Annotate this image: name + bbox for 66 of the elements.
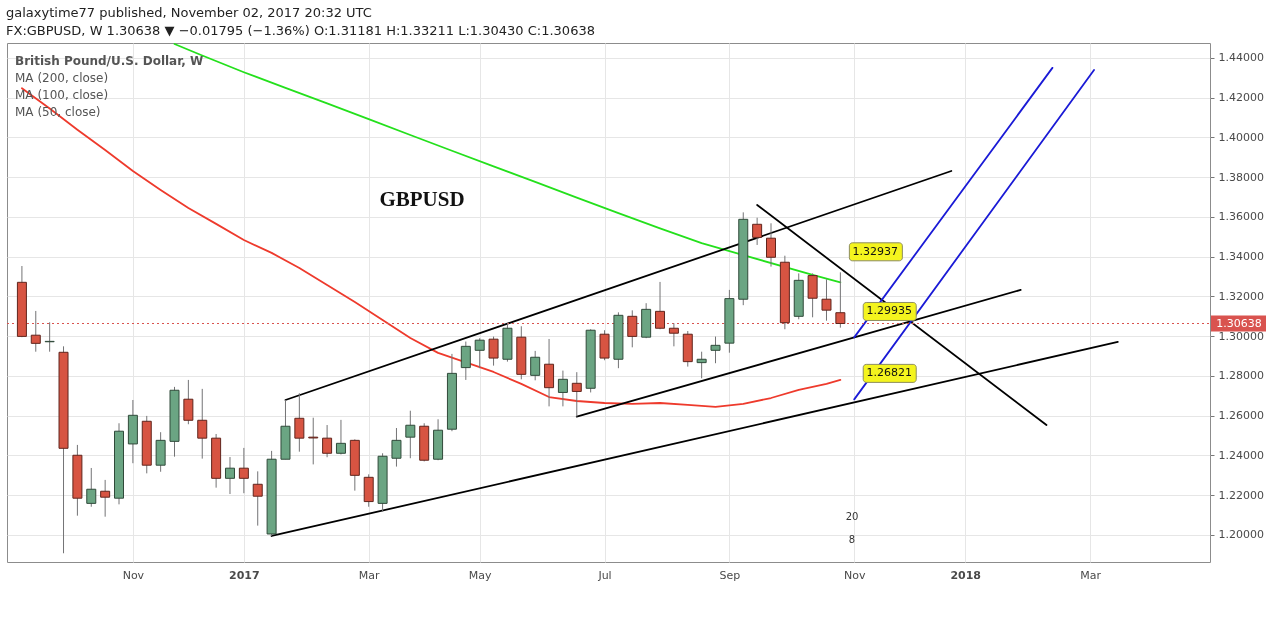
text: GBPUSD bbox=[379, 187, 465, 211]
candlestick bbox=[183, 379, 194, 425]
candlestick bbox=[627, 309, 638, 348]
candlestick bbox=[252, 470, 263, 527]
candlestick bbox=[405, 410, 416, 459]
x-tick-label: 2018 bbox=[950, 568, 982, 582]
x-tick-label: Nov bbox=[844, 568, 866, 582]
candlestick bbox=[460, 341, 471, 381]
candlestick bbox=[197, 388, 208, 460]
annotation: MA (200, close) bbox=[15, 71, 109, 85]
y-tick-label: 1.24000 bbox=[1218, 448, 1264, 462]
y-tick-label: 1.20000 bbox=[1218, 528, 1264, 542]
annotation: 8 bbox=[848, 534, 856, 545]
x-tick-label: 2017 bbox=[229, 568, 260, 582]
y-tick-label: 1.28000 bbox=[1218, 369, 1264, 383]
ref-line-label: 1.30638 bbox=[1216, 316, 1262, 330]
y-tick-label: 1.32000 bbox=[1218, 289, 1264, 303]
candlestick bbox=[308, 417, 319, 465]
candlestick bbox=[557, 370, 568, 407]
annotation: 20 bbox=[845, 511, 859, 522]
annotation: MA (100, close) bbox=[15, 88, 109, 102]
y-tick-label: 1.30000 bbox=[1218, 329, 1264, 343]
candlestick bbox=[571, 371, 582, 418]
candlestick bbox=[599, 329, 610, 361]
candlestick bbox=[488, 336, 499, 367]
y-tick-label: 1.44000 bbox=[1218, 51, 1264, 65]
candlestick bbox=[238, 447, 249, 494]
y-tick-label: 1.26000 bbox=[1218, 409, 1264, 423]
x-tick-label: May bbox=[468, 568, 493, 582]
y-tick-label: 1.42000 bbox=[1218, 91, 1264, 105]
candlestick bbox=[294, 392, 305, 453]
text: FX:GBPUSD, W 1.30638 ▼ −0.01795 (−1.36%) O:1.31181 H:1.33211 L:1.30430 C:1.30638 bbox=[6, 23, 595, 38]
y-tick-label: 1.38000 bbox=[1218, 170, 1264, 184]
candlestick bbox=[766, 222, 776, 268]
annotation: British Pound/U.S. Dollar, W bbox=[15, 54, 204, 68]
annotation: 1.29935 bbox=[866, 304, 912, 318]
y-tick-label: 1.40000 bbox=[1218, 130, 1264, 144]
x-tick-label: Mar bbox=[358, 568, 381, 582]
candlestick bbox=[668, 322, 679, 347]
x-tick-label: Jul bbox=[597, 568, 612, 582]
candlestick bbox=[474, 337, 485, 369]
candlestick bbox=[655, 281, 666, 330]
x-tick-label: Nov bbox=[122, 568, 145, 582]
y-tick-label: 1.34000 bbox=[1218, 250, 1264, 264]
candlestick bbox=[100, 479, 111, 518]
y-tick-label: 1.36000 bbox=[1218, 210, 1264, 224]
x-tick-label: Sep bbox=[719, 568, 741, 582]
candlestick bbox=[752, 217, 763, 246]
candlestick bbox=[391, 427, 402, 468]
candlestick bbox=[807, 272, 818, 318]
annotation: 1.32937 bbox=[852, 244, 899, 258]
candlestick bbox=[821, 278, 832, 322]
y-tick-label: 1.22000 bbox=[1218, 488, 1264, 502]
candlestick bbox=[530, 350, 541, 381]
text: galaxytime77 published, November 02, 2017 20:32 UTC bbox=[6, 5, 372, 20]
candlestick bbox=[86, 467, 97, 508]
candlestick bbox=[30, 310, 41, 353]
candlestick bbox=[544, 338, 555, 407]
candlestick bbox=[710, 336, 721, 364]
x-tick-label: Mar bbox=[1080, 568, 1102, 582]
annotation: 1.26821 bbox=[866, 366, 912, 380]
candlestick bbox=[335, 419, 346, 455]
candlestick bbox=[835, 271, 846, 329]
candlestick bbox=[696, 351, 707, 379]
candlestick bbox=[224, 456, 235, 495]
candlestick bbox=[322, 424, 333, 458]
